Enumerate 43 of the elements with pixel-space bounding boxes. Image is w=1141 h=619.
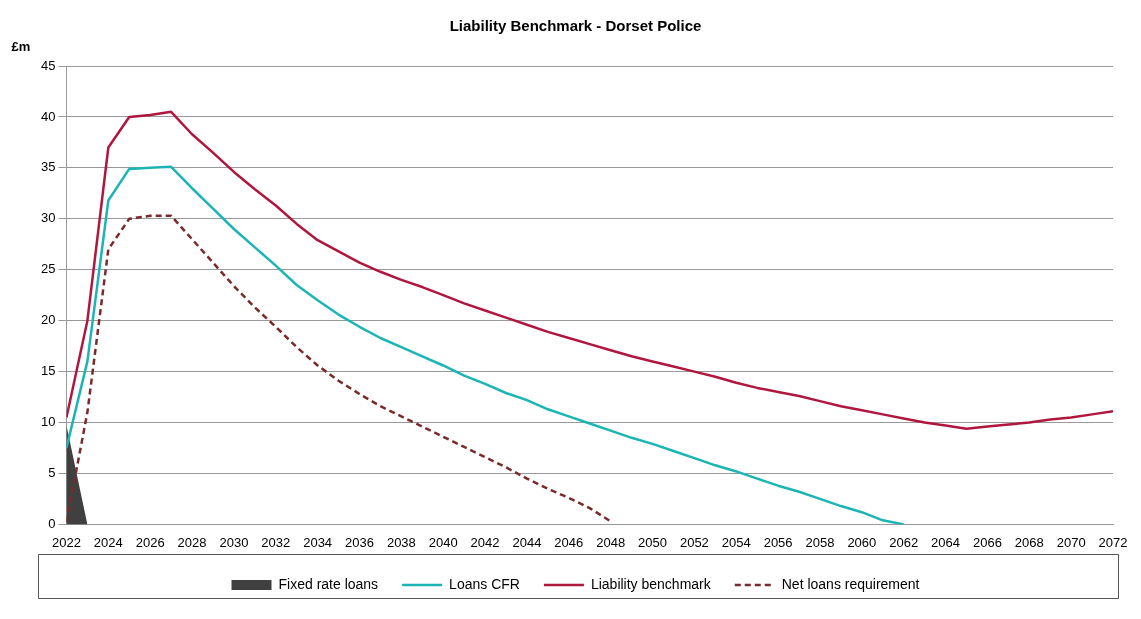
x-tick-label: 2036	[345, 534, 374, 550]
x-tick-label: 2068	[1014, 534, 1044, 550]
y-axis-title: £m	[11, 39, 31, 55]
y-tick-label: 30	[40, 210, 56, 226]
x-tick-label: 2062	[889, 534, 919, 550]
x-tick-label: 2050	[638, 534, 667, 550]
y-tick-label: 0	[48, 515, 56, 531]
x-tick-label: 2024	[93, 534, 123, 550]
x-tick-label: 2072	[1098, 534, 1128, 550]
y-tick-label: 10	[40, 414, 56, 430]
y-tick-label: 15	[40, 363, 56, 379]
chart-title: Liability Benchmark - Dorset Police	[449, 17, 702, 35]
x-tick-label: 2048	[596, 534, 626, 550]
x-tick-label: 2028	[177, 534, 207, 550]
x-tick-label: 2044	[512, 534, 542, 550]
x-tick-label: 2070	[1056, 534, 1086, 550]
x-tick-label: 2052	[679, 534, 709, 550]
x-tick-label: 2056	[763, 534, 793, 550]
y-tick-label: 35	[40, 159, 56, 175]
x-tick-label: 2060	[847, 534, 877, 550]
y-tick-label: 25	[40, 261, 56, 277]
x-tick-label: 2054	[721, 534, 751, 550]
x-tick-label: 2032	[261, 534, 291, 550]
x-tick-label: 2046	[554, 534, 584, 550]
legend-label: Net loans requirement	[781, 575, 920, 592]
x-tick-label: 2022	[52, 534, 81, 550]
line-series	[66, 214, 612, 524]
y-tick-label: 45	[40, 57, 56, 73]
x-tick-label: 2030	[219, 534, 249, 550]
y-tick-label: 40	[40, 108, 56, 124]
y-tick-label: 20	[40, 312, 56, 328]
x-tick-label: 2058	[805, 534, 835, 550]
y-tick-label: 5	[48, 465, 56, 481]
x-tick-label: 2042	[470, 534, 500, 550]
legend-label: Liability benchmark	[590, 575, 712, 592]
x-tick-label: 2034	[303, 534, 333, 550]
legend-label: Fixed rate loans	[278, 575, 379, 592]
x-tick-label: 2064	[931, 534, 961, 550]
x-tick-label: 2026	[135, 534, 165, 550]
x-tick-label: 2038	[386, 534, 416, 550]
x-tick-label: 2066	[972, 534, 1002, 550]
legend-label: Loans CFR	[449, 575, 520, 592]
x-tick-label: 2040	[428, 534, 458, 550]
